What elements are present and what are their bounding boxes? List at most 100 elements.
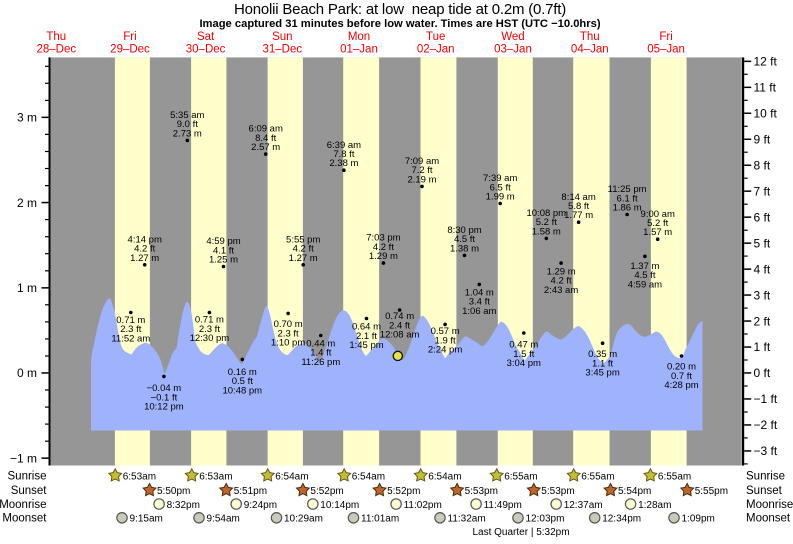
svg-text:−1 m: −1 m [10, 451, 37, 465]
svg-text:1.5 ft: 1.5 ft [513, 349, 534, 360]
svg-text:2 m: 2 m [17, 196, 37, 210]
svg-text:0.7 ft: 0.7 ft [671, 371, 692, 382]
svg-text:2.57 m: 2.57 m [251, 142, 280, 153]
svg-text:3:45 pm: 3:45 pm [585, 368, 619, 379]
svg-text:0 ft: 0 ft [754, 366, 771, 380]
svg-text:9:15am: 9:15am [130, 514, 163, 525]
svg-text:7.2 ft: 7.2 ft [411, 165, 432, 176]
svg-text:5 ft: 5 ft [754, 236, 771, 250]
svg-text:−0.1 ft: −0.1 ft [151, 392, 178, 403]
svg-text:11:26 pm: 11:26 pm [301, 357, 340, 368]
svg-text:3 ft: 3 ft [754, 288, 771, 302]
svg-text:1.58 m: 1.58 m [532, 226, 561, 237]
svg-text:1:09pm: 1:09pm [682, 514, 715, 525]
svg-text:5:50pm: 5:50pm [157, 486, 190, 497]
svg-text:11:25 pm: 11:25 pm [608, 184, 647, 195]
svg-text:2 ft: 2 ft [754, 314, 771, 328]
svg-text:5:53pm: 5:53pm [541, 486, 574, 497]
svg-text:1.04 m: 1.04 m [465, 287, 494, 298]
svg-text:0.5 ft: 0.5 ft [232, 376, 253, 387]
svg-text:4.5 ft: 4.5 ft [454, 234, 475, 245]
svg-text:6:54am: 6:54am [428, 471, 461, 482]
svg-text:0.20 m: 0.20 m [667, 362, 696, 373]
svg-text:2.3 ft: 2.3 ft [120, 324, 141, 335]
svg-text:8 ft: 8 ft [754, 158, 771, 172]
svg-text:2:24 pm: 2:24 pm [428, 345, 462, 356]
svg-text:30–Dec: 30–Dec [186, 44, 226, 56]
svg-text:9.0 ft: 9.0 ft [177, 119, 198, 130]
svg-text:6:55am: 6:55am [504, 471, 537, 482]
svg-text:5:52pm: 5:52pm [387, 486, 420, 497]
svg-text:Moonset: Moonset [746, 513, 791, 525]
svg-text:Honolii Beach Park: at low ne: Honolii Beach Park: at low neap tide at … [234, 1, 566, 18]
svg-text:7:09 am: 7:09 am [405, 156, 439, 167]
svg-text:Sunset: Sunset [746, 485, 783, 497]
svg-text:10:14pm: 10:14pm [320, 500, 359, 511]
svg-text:12:03pm: 12:03pm [526, 514, 565, 525]
svg-text:4 ft: 4 ft [754, 262, 771, 276]
svg-text:−0.04 m: −0.04 m [147, 383, 182, 394]
svg-text:Sun: Sun [272, 31, 292, 43]
svg-text:Sunrise: Sunrise [8, 470, 47, 482]
svg-text:6.1 ft: 6.1 ft [617, 193, 638, 204]
svg-text:0.70 m: 0.70 m [274, 319, 303, 330]
svg-text:1.86 m: 1.86 m [613, 203, 642, 214]
svg-text:11:49pm: 11:49pm [484, 500, 522, 511]
svg-text:12 ft: 12 ft [754, 55, 778, 69]
svg-text:2.3 ft: 2.3 ft [199, 324, 220, 335]
svg-text:1:45 pm: 1:45 pm [349, 340, 383, 351]
svg-text:05–Jan: 05–Jan [647, 44, 685, 56]
svg-text:2.73 m: 2.73 m [173, 128, 202, 139]
svg-text:12:34pm: 12:34pm [602, 514, 641, 525]
svg-text:3.4 ft: 3.4 ft [469, 297, 490, 308]
svg-text:4.5 ft: 4.5 ft [634, 270, 655, 281]
svg-text:1.9 ft: 1.9 ft [435, 335, 456, 346]
svg-text:0.47 m: 0.47 m [509, 340, 538, 351]
svg-text:6:53am: 6:53am [199, 471, 232, 482]
svg-text:11:32am: 11:32am [448, 514, 486, 525]
svg-text:8:14 am: 8:14 am [561, 192, 595, 203]
svg-text:7 ft: 7 ft [754, 184, 771, 198]
svg-text:7:39 am: 7:39 am [483, 173, 517, 184]
svg-text:1 ft: 1 ft [754, 340, 771, 354]
svg-text:6:55am: 6:55am [581, 471, 614, 482]
svg-text:Fri: Fri [659, 31, 672, 43]
svg-text:2.19 m: 2.19 m [407, 174, 436, 185]
svg-text:Tue: Tue [426, 31, 445, 43]
svg-text:9:00 am: 9:00 am [641, 209, 675, 220]
svg-text:6 ft: 6 ft [754, 210, 771, 224]
svg-text:10:12 pm: 10:12 pm [144, 402, 184, 413]
svg-text:1.37 m: 1.37 m [630, 261, 659, 272]
svg-text:2:43 am: 2:43 am [544, 285, 578, 296]
svg-text:4.2 ft: 4.2 ft [551, 276, 572, 287]
svg-text:11:01am: 11:01am [361, 514, 399, 525]
svg-text:2.1 ft: 2.1 ft [356, 331, 377, 342]
svg-text:5:54pm: 5:54pm [618, 486, 651, 497]
svg-text:0.71 m: 0.71 m [116, 315, 145, 326]
svg-text:6:54am: 6:54am [275, 471, 308, 482]
svg-text:Mon: Mon [348, 31, 370, 43]
svg-text:−3 ft: −3 ft [754, 444, 778, 458]
svg-text:3:04 pm: 3:04 pm [507, 358, 541, 369]
svg-text:10:48 pm: 10:48 pm [222, 385, 262, 396]
svg-text:7:03 pm: 7:03 pm [366, 233, 400, 244]
svg-text:2.38 m: 2.38 m [329, 158, 358, 169]
svg-text:0 m: 0 m [17, 366, 37, 380]
svg-text:4.2 ft: 4.2 ft [134, 244, 155, 255]
svg-text:−1 ft: −1 ft [754, 392, 778, 406]
svg-text:12:37am: 12:37am [564, 500, 603, 511]
svg-text:12:08 am: 12:08 am [380, 330, 420, 341]
svg-text:8:32pm: 8:32pm [167, 500, 200, 511]
svg-text:0.57 m: 0.57 m [431, 326, 460, 337]
svg-text:9:24pm: 9:24pm [244, 500, 277, 511]
svg-text:10:29am: 10:29am [284, 514, 323, 525]
svg-text:12:30 pm: 12:30 pm [190, 333, 230, 344]
svg-text:6:53am: 6:53am [123, 471, 156, 482]
svg-text:2.3 ft: 2.3 ft [278, 328, 299, 339]
svg-text:1.77 m: 1.77 m [564, 210, 593, 221]
svg-text:5.8 ft: 5.8 ft [568, 201, 589, 212]
svg-text:9:54am: 9:54am [207, 514, 240, 525]
svg-text:10 ft: 10 ft [754, 107, 778, 121]
svg-text:1 m: 1 m [17, 281, 37, 295]
svg-text:1:10 pm: 1:10 pm [271, 338, 305, 349]
